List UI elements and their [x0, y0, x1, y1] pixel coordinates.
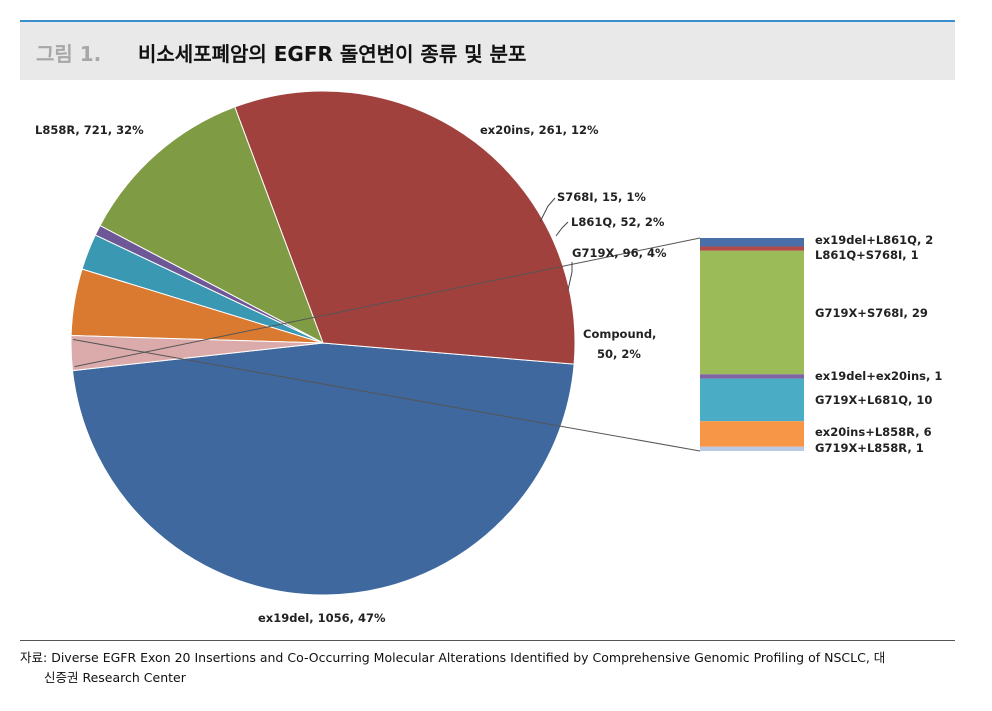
connector-lines: [73, 197, 701, 452]
pie-slice-l858r: [234, 90, 576, 365]
bar-label-ex19del-L861Q: ex19del+L861Q, 2: [815, 233, 933, 247]
slice-label-ex20ins: ex20ins, 261, 12%: [480, 123, 599, 137]
leader-line: [567, 262, 573, 291]
figure-title-bar: 그림 1. 비소세포폐암의 EGFR 돌연변이 종류 및 분포: [20, 22, 955, 80]
bar-label-G719X-L681Q: G719X+L681Q, 10: [815, 393, 932, 407]
leader-line: [555, 221, 569, 237]
pie-chart: [70, 90, 576, 596]
slice-label-S768I: S768I, 15, 1%: [557, 190, 646, 204]
bar-segment-g719x-s768i: [700, 250, 804, 375]
source-text-line2: 신증권 Research Center: [44, 670, 186, 685]
bar-label-ex19del-ex20ins: ex19del+ex20ins, 1: [815, 369, 942, 383]
figure-title: 비소세포폐암의 EGFR 돌연변이 종류 및 분포: [138, 42, 527, 66]
bar-segment-g719x-l681q: [700, 378, 804, 422]
pie-slice-compound: [70, 335, 324, 372]
bar-label-G719X-L858R: G719X+L858R, 1: [815, 441, 924, 455]
connector-line-top: [74, 237, 701, 368]
slice-label-compound-2: 50, 2%: [597, 347, 641, 361]
bar-segment-g719x-l858r: [700, 446, 804, 451]
slice-label-G719X: G719X, 96, 4%: [572, 246, 667, 260]
source-text-line1: Diverse EGFR Exon 20 Insertions and Co-O…: [51, 650, 886, 665]
bar-label-ex20ins-L858R: ex20ins+L858R, 6: [815, 425, 932, 439]
bar-segment-ex19del-l861q: [700, 238, 804, 247]
bar-segment-ex20ins-l858r: [700, 421, 804, 447]
bar-label-G719X-S768I: G719X+S768I, 29: [815, 306, 928, 320]
slice-label-compound-1: Compound,: [583, 327, 656, 341]
chart-labels: L858R, 721, 32% ex20ins, 261, 12% S768I,…: [35, 123, 942, 625]
leader-line: [539, 197, 556, 223]
pie-slice-ex20ins: [99, 106, 324, 345]
bar-label-L861Q-S768I: L861Q+S768I, 1: [815, 248, 919, 262]
source-note: 자료: Diverse EGFR Exon 20 Insertions and …: [20, 648, 955, 688]
connector-line-bottom: [73, 339, 701, 452]
slice-label-ex19del: ex19del, 1056, 47%: [258, 611, 386, 625]
stacked-bar: [700, 238, 804, 451]
slice-label-L858R: L858R, 721, 32%: [35, 123, 144, 137]
egfr-chart: L858R, 721, 32% ex20ins, 261, 12% S768I,…: [35, 90, 942, 625]
figure-number: 그림 1.: [36, 42, 102, 66]
pie-slice-ex19del: [71, 342, 575, 596]
source-label: 자료:: [20, 650, 48, 665]
bar-segment-ex19del-ex20ins: [700, 374, 804, 379]
slice-label-L861Q: L861Q, 52, 2%: [571, 215, 665, 229]
bar-segment-l861q-s768i: [700, 246, 804, 251]
source-rule: [20, 640, 955, 641]
top-rule: [20, 20, 955, 22]
